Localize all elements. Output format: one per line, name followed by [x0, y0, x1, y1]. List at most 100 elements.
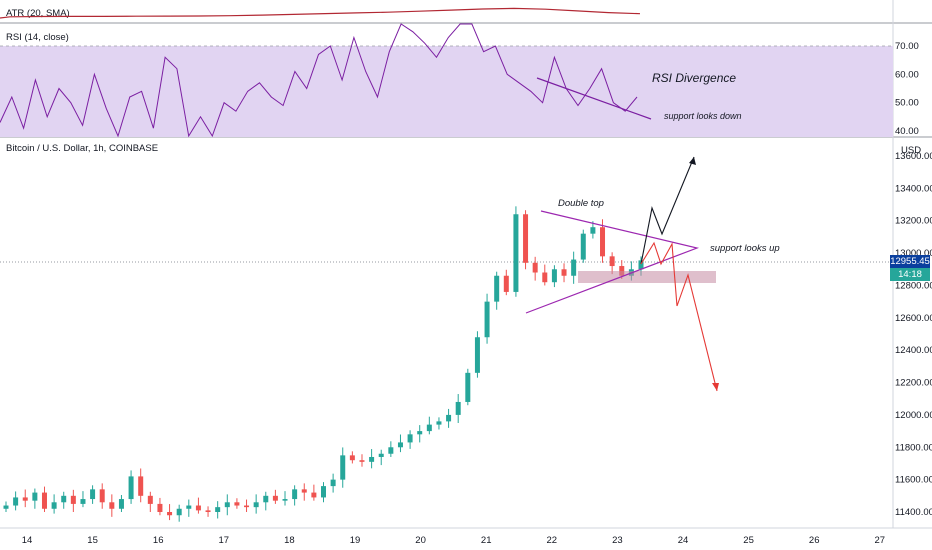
symbol-label: Bitcoin / U.S. Dollar, 1h, COINBASE: [6, 143, 159, 154]
candle-body: [99, 489, 105, 503]
candlestick-series: [3, 206, 644, 522]
candle-body: [205, 510, 211, 512]
atr-line: [0, 7, 641, 19]
time-tick-label: 25: [743, 535, 754, 546]
time-tick-label: 27: [875, 535, 886, 546]
price-tick-label: 13400.00: [895, 183, 932, 194]
rsi-tick-label: 40.00: [895, 126, 919, 137]
candle-body: [128, 476, 134, 500]
rsi-band: [0, 46, 893, 137]
time-tick-label: 22: [547, 535, 558, 546]
candle-body: [244, 505, 250, 508]
candle-body: [426, 424, 432, 432]
price-tick-label: 13000.00: [895, 248, 932, 259]
candle-body: [609, 256, 615, 267]
candle-body: [580, 233, 586, 260]
countdown-tag: 14:18: [890, 268, 930, 281]
candle-body: [513, 214, 519, 292]
bullish-projection: [640, 156, 695, 265]
candle-body: [561, 269, 567, 276]
candle-body: [571, 259, 577, 276]
candle-body: [292, 489, 298, 500]
candle-body: [51, 502, 57, 509]
candle-body: [446, 414, 452, 422]
candle-body: [590, 227, 596, 234]
currency-label: USD: [901, 145, 921, 156]
candle-body: [330, 479, 336, 487]
time-tick-label: 21: [481, 535, 492, 546]
candle-body: [301, 489, 307, 493]
candle-body: [13, 497, 19, 506]
candle-body: [388, 447, 394, 454]
support-down-label: support looks down: [664, 111, 742, 121]
candle-body: [176, 508, 182, 516]
candle-body: [224, 502, 230, 508]
candle-body: [195, 505, 201, 511]
candle-body: [90, 489, 96, 500]
candle-body: [3, 505, 9, 509]
candle-body: [263, 495, 269, 503]
double-top-label: Double top: [558, 198, 604, 209]
candle-body: [551, 269, 557, 283]
support-zone: [578, 271, 716, 283]
triangle-pattern: [525, 210, 700, 314]
candle-body: [465, 372, 471, 402]
price-tick-label: 13600.00: [895, 151, 932, 162]
candle-body: [494, 275, 500, 302]
rsi-divergence-line: [536, 77, 652, 120]
bullish-arrowhead: [689, 157, 696, 165]
candle-body: [542, 272, 548, 283]
candle-body: [32, 492, 38, 501]
candle-body: [282, 499, 288, 501]
candle-body: [638, 260, 644, 270]
rsi-tick-label: 70.00: [895, 41, 919, 52]
candle-body: [234, 502, 240, 506]
time-tick-label: 24: [678, 535, 689, 546]
time-tick-label: 20: [415, 535, 426, 546]
time-tick-label: 15: [87, 535, 98, 546]
price-tick-label: 12600.00: [895, 313, 932, 324]
candle-body: [272, 495, 278, 501]
candle-body: [369, 456, 375, 462]
time-tick-label: 18: [284, 535, 295, 546]
price-axis[interactable]: 11400.00 11600.00 11800.00 12000.00 12200.00…: [895, 151, 932, 518]
rsi-line: [0, 23, 638, 138]
rsi-axis: 40.00 50.00 60.00 70.00: [895, 41, 919, 137]
support-up-label: support looks up: [710, 243, 780, 254]
time-tick-label: 17: [219, 535, 230, 546]
candle-body: [503, 275, 509, 292]
candle-body: [147, 495, 153, 504]
price-tick-label: 11400.00: [895, 507, 932, 518]
candle-body: [253, 502, 259, 508]
candle-body: [484, 301, 490, 338]
time-tick-label: 23: [612, 535, 623, 546]
candle-body: [321, 486, 326, 498]
candle-body: [138, 476, 144, 496]
candle-body: [455, 401, 461, 415]
rsi-label: RSI (14, close): [6, 32, 69, 43]
candle-body: [407, 434, 413, 443]
time-axis[interactable]: 14 15 16 17 18 19 20 21 22 23 24 25 26 27: [22, 535, 885, 546]
candle-body: [41, 492, 47, 509]
candle-body: [474, 337, 480, 373]
rsi-divergence-label: RSI Divergence: [652, 71, 736, 85]
candle-body: [600, 227, 606, 257]
time-tick-label: 26: [809, 535, 820, 546]
rsi-tick-label: 50.00: [895, 98, 919, 109]
candle-body: [359, 460, 365, 462]
candle-body: [436, 421, 442, 425]
candle-body: [349, 455, 355, 461]
time-tick-label: 14: [22, 535, 33, 546]
last-price-tag: 12955.45: [890, 255, 930, 268]
candle-body: [523, 214, 529, 263]
candle-body: [157, 503, 163, 512]
atr-label: ATR (20, SMA): [6, 8, 70, 19]
time-tick-label: 19: [350, 535, 361, 546]
time-tick-label: 16: [153, 535, 164, 546]
bearish-projection: [640, 241, 718, 392]
candle-body: [311, 492, 317, 498]
rsi-tick-label: 60.00: [895, 69, 919, 80]
price-tick-label: 11800.00: [895, 442, 932, 453]
price-tick-label: 12000.00: [895, 410, 932, 421]
